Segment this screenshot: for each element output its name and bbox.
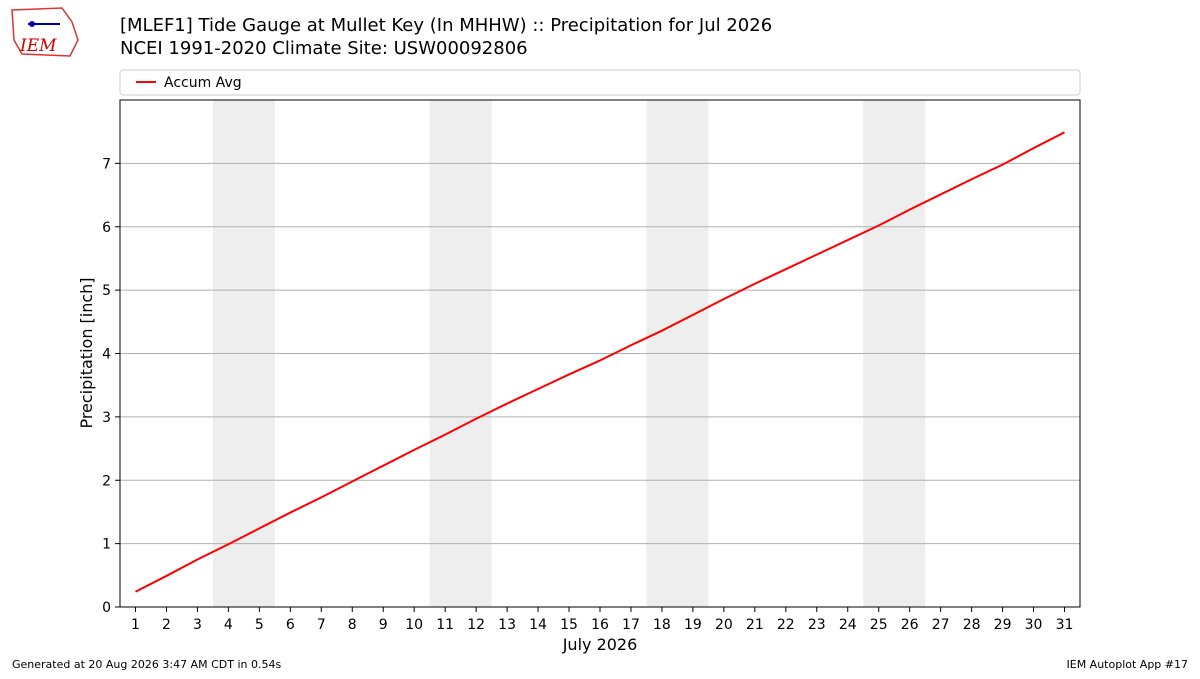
x-tick-label: 19 <box>684 617 702 633</box>
x-tick-label: 13 <box>498 617 516 633</box>
x-tick-label: 2 <box>162 617 171 633</box>
footer-left: Generated at 20 Aug 2026 3:47 AM CDT in … <box>12 658 281 671</box>
x-tick-label: 30 <box>1025 617 1043 633</box>
chart-subtitle: NCEI 1991-2020 Climate Site: USW00092806 <box>120 38 528 59</box>
legend-label: Accum Avg <box>164 75 242 91</box>
x-tick-label: 29 <box>994 617 1012 633</box>
x-tick-label: 27 <box>932 617 950 633</box>
x-tick-label: 20 <box>715 617 733 633</box>
x-tick-label: 5 <box>255 617 264 633</box>
chart-title: [MLEF1] Tide Gauge at Mullet Key (In MHH… <box>120 15 772 36</box>
x-tick-label: 24 <box>839 617 857 633</box>
y-tick-label: 4 <box>102 347 111 363</box>
x-tick-label: 22 <box>777 617 795 633</box>
x-tick-label: 25 <box>870 617 888 633</box>
x-tick-label: 12 <box>467 617 485 633</box>
x-tick-label: 23 <box>808 617 826 633</box>
x-tick-label: 4 <box>224 617 233 633</box>
x-tick-label: 8 <box>348 617 357 633</box>
x-tick-label: 16 <box>591 617 609 633</box>
y-tick-label: 7 <box>102 156 111 172</box>
x-tick-label: 10 <box>405 617 423 633</box>
x-tick-label: 15 <box>560 617 578 633</box>
y-tick-label: 3 <box>102 410 111 426</box>
x-tick-label: 7 <box>317 617 326 633</box>
y-tick-label: 5 <box>102 283 111 299</box>
x-tick-label: 21 <box>746 617 764 633</box>
x-tick-label: 17 <box>622 617 640 633</box>
x-tick-label: 11 <box>436 617 454 633</box>
logo: IEM <box>11 7 79 57</box>
x-tick-label: 14 <box>529 617 547 633</box>
y-tick-label: 6 <box>102 220 111 236</box>
x-tick-label: 31 <box>1056 617 1074 633</box>
y-tick-label: 0 <box>102 600 111 616</box>
y-tick-label: 2 <box>102 473 111 489</box>
legend <box>119 69 1081 96</box>
logo-text: IEM <box>19 36 57 56</box>
x-tick-label: 28 <box>963 617 981 633</box>
x-tick-label: 26 <box>901 617 919 633</box>
x-tick-label: 1 <box>131 617 140 633</box>
footer-right: IEM Autoplot App #17 <box>1067 658 1189 671</box>
data-line <box>135 131 1065 593</box>
x-tick-label: 9 <box>379 617 388 633</box>
x-tick-label: 18 <box>653 617 671 633</box>
y-tick-label: 1 <box>102 537 111 553</box>
x-tick-label: 3 <box>193 617 202 633</box>
x-tick-label: 6 <box>286 617 295 633</box>
y-axis-label: Precipitation [inch] <box>77 277 96 428</box>
x-axis-label: July 2026 <box>562 635 638 654</box>
plot-frame <box>119 99 1081 608</box>
